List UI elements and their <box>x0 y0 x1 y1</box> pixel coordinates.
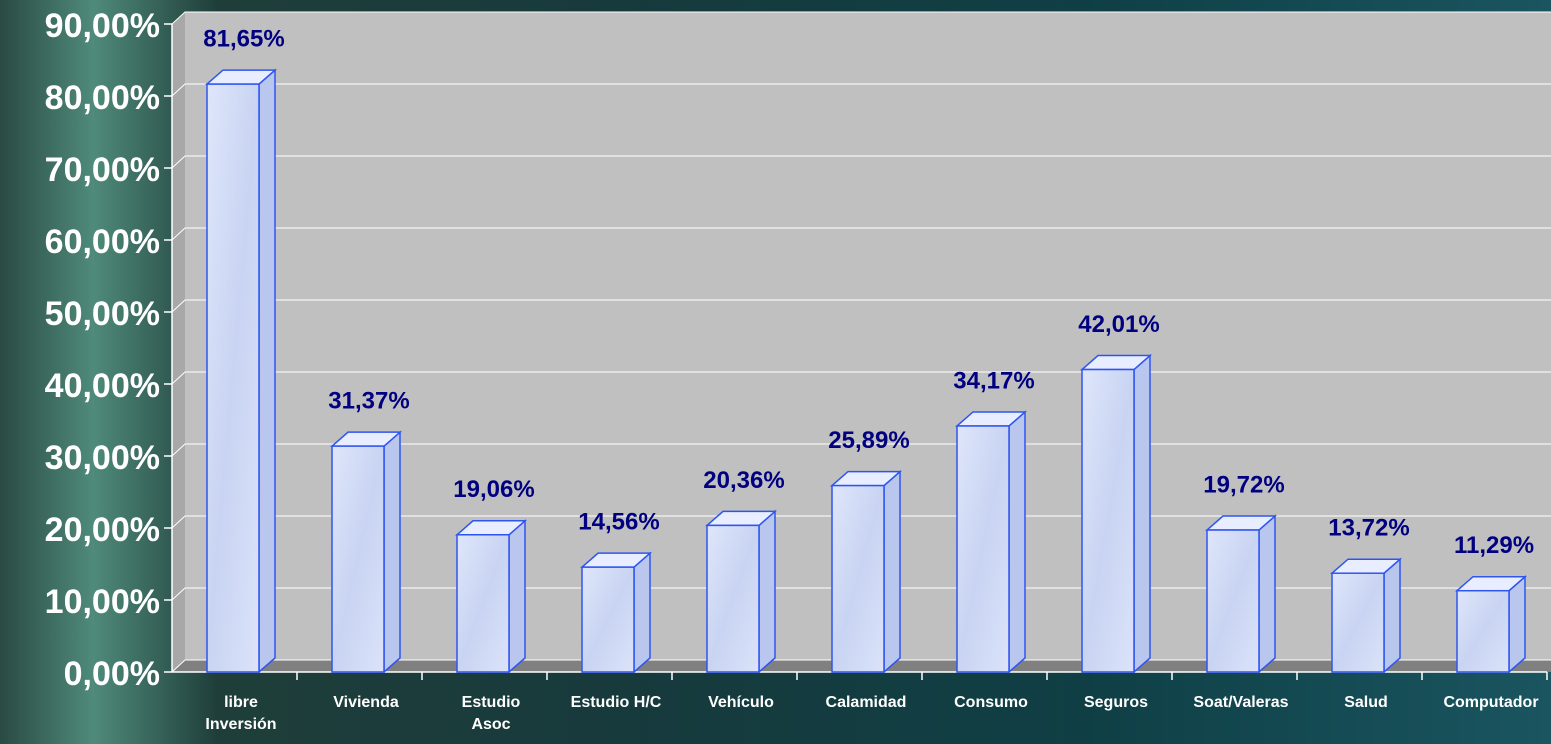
bar <box>705 509 777 674</box>
x-tick-label-box: Seguros <box>1083 694 1148 711</box>
value-label: 13,72% <box>1328 515 1409 542</box>
bar-side <box>1508 575 1526 674</box>
value-label: 81,65% <box>203 25 284 52</box>
bar-side <box>1133 353 1151 674</box>
grid-line <box>171 299 1551 313</box>
bar-side <box>383 430 401 674</box>
y-tick-label: 20,00% <box>45 511 160 549</box>
bar <box>1205 514 1277 674</box>
grid-line <box>171 155 1551 169</box>
x-tick-label: Vehículo <box>708 694 774 711</box>
bar-front <box>706 524 760 673</box>
y-tick-label: 0,00% <box>64 655 160 693</box>
value-label: 19,72% <box>1203 471 1284 498</box>
y-tick-label: 50,00% <box>45 295 160 333</box>
x-tick-label: Consumo <box>954 694 1028 711</box>
bar <box>1330 557 1402 674</box>
x-tick-label-box: Calamidad <box>825 694 907 711</box>
value-label: 14,56% <box>578 509 659 536</box>
x-tick-label: Salud <box>1344 694 1388 711</box>
y-tick-label: 80,00% <box>45 79 160 117</box>
bar <box>830 469 902 674</box>
bar <box>955 410 1027 674</box>
bar-front <box>831 484 885 673</box>
side-wall <box>172 12 185 672</box>
grid-line <box>171 83 1551 97</box>
bar <box>1080 353 1152 674</box>
bar-front <box>956 425 1010 673</box>
x-tick-label: Seguros <box>1083 694 1148 711</box>
x-tick-label-box: Soat/Valeras <box>1193 694 1289 711</box>
value-label: 20,36% <box>703 467 784 494</box>
x-tick-label: Soat/Valeras <box>1193 694 1289 711</box>
value-label: 19,06% <box>453 476 534 503</box>
y-tick-label: 90,00% <box>45 7 160 45</box>
bar-front <box>331 445 385 673</box>
bar-side <box>883 469 901 674</box>
value-label: 11,29% <box>1454 532 1534 559</box>
bar-front <box>1331 572 1385 673</box>
y-tick-label: 60,00% <box>45 223 160 261</box>
x-tick-label-box: Vivienda <box>333 694 399 711</box>
bar <box>580 551 652 674</box>
x-tick-label: Calamidad <box>825 694 907 711</box>
bar-front <box>206 83 260 673</box>
bar <box>205 68 277 674</box>
x-tick-label: libre Inversión <box>205 694 277 733</box>
y-tick-label: 70,00% <box>45 151 160 189</box>
bar <box>455 519 527 674</box>
x-tick-label-box: Estudio Asoc <box>461 694 521 733</box>
x-tick-label-box: Consumo <box>954 694 1028 711</box>
value-label: 34,17% <box>953 367 1034 394</box>
bar <box>330 430 402 674</box>
bar-front <box>456 534 510 673</box>
x-tick-label-box: Salud <box>1344 694 1388 711</box>
value-label: 42,01% <box>1078 311 1159 338</box>
x-tick-label-box: Computador <box>1443 694 1539 711</box>
bar-front <box>581 566 635 673</box>
bar-side <box>1008 410 1026 674</box>
bar-side <box>258 68 276 674</box>
bar-side <box>508 519 526 674</box>
bar-front <box>1081 368 1135 673</box>
y-tick-label: 10,00% <box>45 583 160 621</box>
x-tick-label: Estudio Asoc <box>461 694 521 733</box>
grid-line <box>171 11 1551 25</box>
bar <box>1455 575 1527 674</box>
bar-side <box>633 551 651 674</box>
bar-side <box>758 509 776 674</box>
x-tick-label-box: libre Inversión <box>205 694 277 733</box>
value-label: 25,89% <box>828 427 909 454</box>
y-tick-label: 30,00% <box>45 439 160 477</box>
x-tick-label-box: Estudio H/C <box>570 694 662 711</box>
grid-line <box>171 227 1551 241</box>
x-tick-label: Computador <box>1443 694 1539 711</box>
back-wall <box>185 12 1551 660</box>
value-label: 31,37% <box>328 387 409 414</box>
bar-front <box>1456 589 1510 673</box>
bar-side <box>1383 557 1401 674</box>
x-tick-label: Vivienda <box>333 694 399 711</box>
x-tick-label-box: Vehículo <box>708 694 774 711</box>
bar-front <box>1206 529 1260 673</box>
x-tick-label: Estudio H/C <box>570 694 662 711</box>
bar-side <box>1258 514 1276 674</box>
y-tick-label: 40,00% <box>45 367 160 405</box>
